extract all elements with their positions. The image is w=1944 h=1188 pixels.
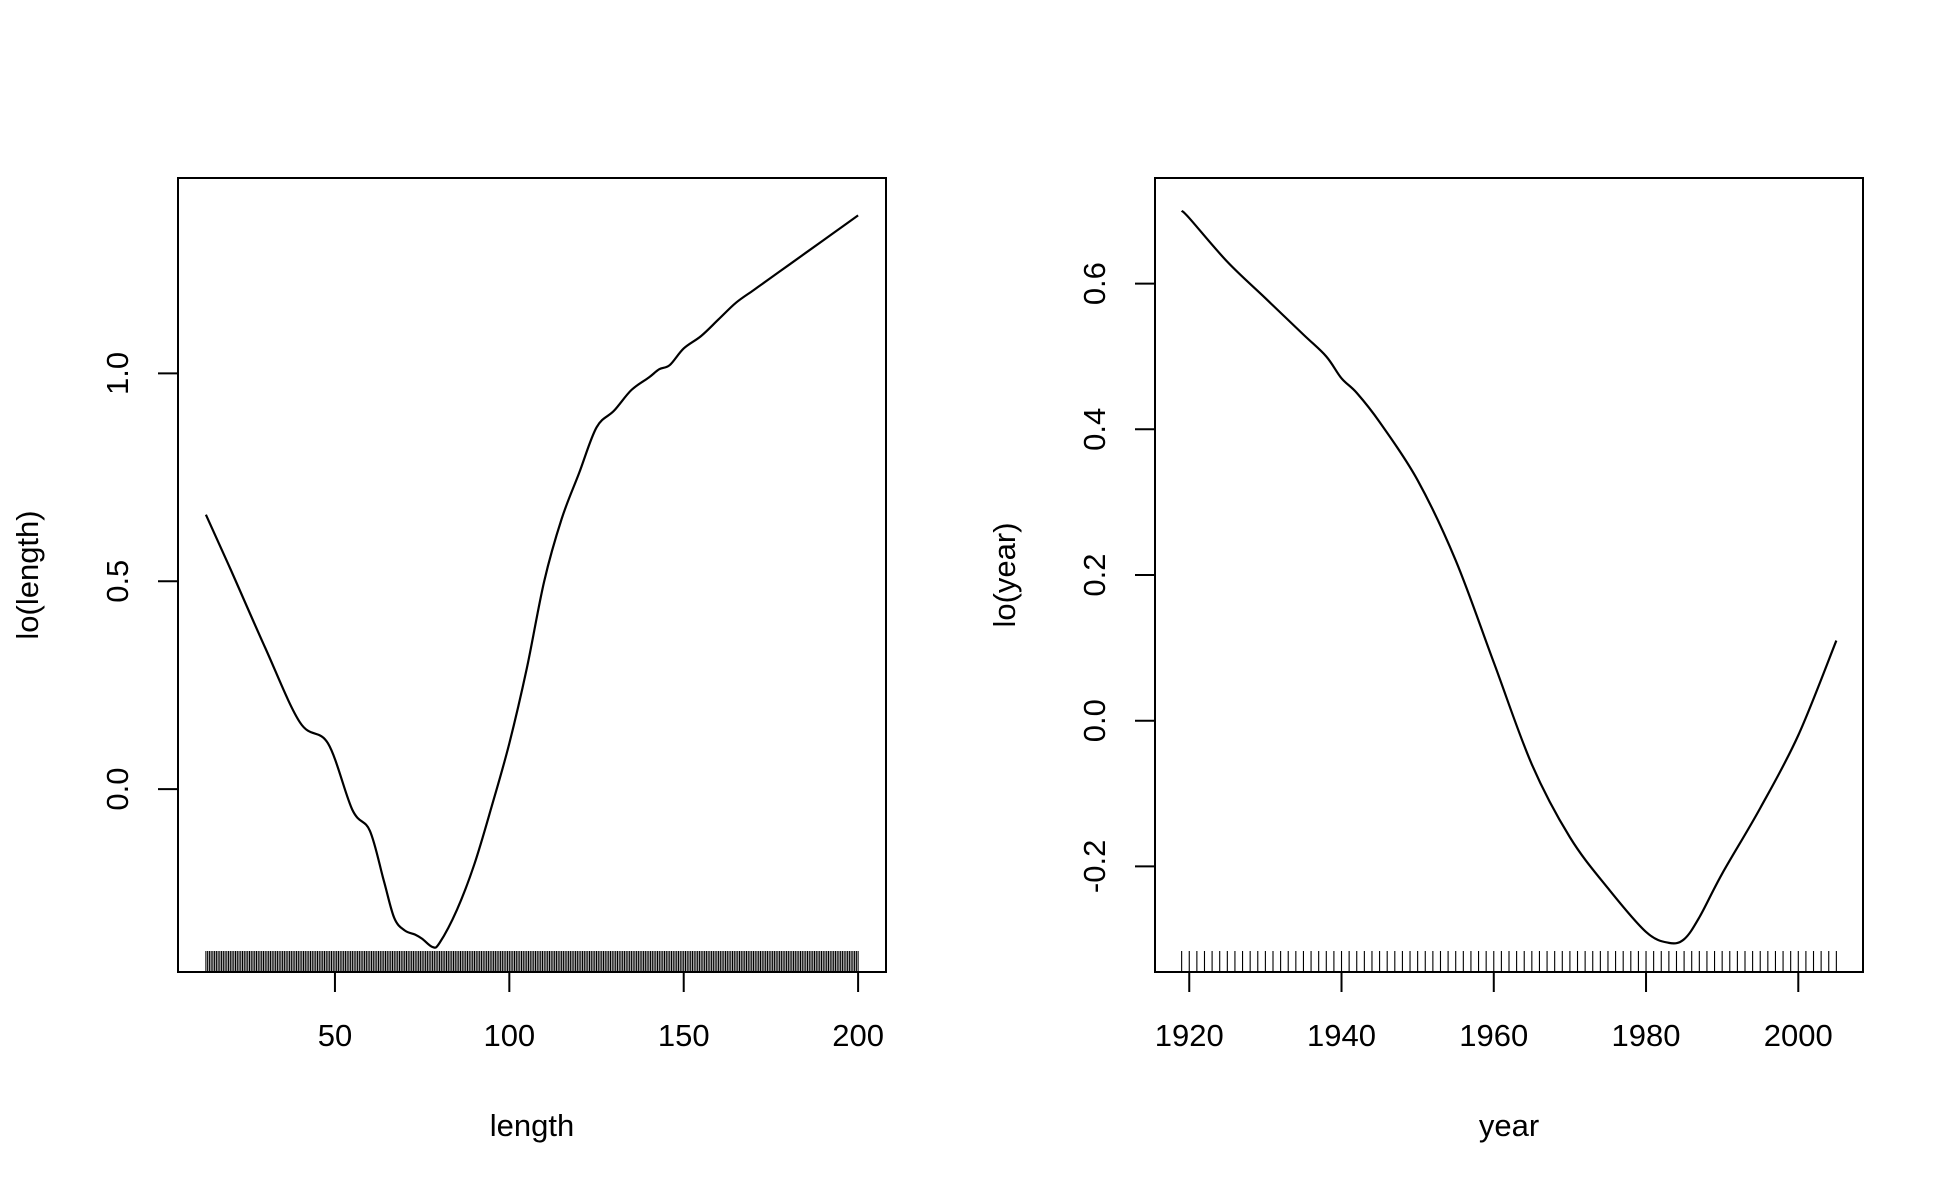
- x-tick-label: 1960: [1459, 1018, 1528, 1053]
- panel-year: 1920 1940 1960 1980 2000 -0.2 0.0 0.2 0.4 0.6 ye…: [987, 177, 1864, 1143]
- rug-marks: [205, 951, 859, 972]
- rug-marks: [1181, 951, 1837, 972]
- y-axis-label: lo(length): [10, 510, 45, 639]
- x-tick-label: 2000: [1764, 1018, 1833, 1053]
- smooth-curve: [1180, 209, 1838, 945]
- y-tick-label: 0.0: [100, 768, 135, 811]
- y-tick-label: 0.6: [1077, 262, 1112, 305]
- y-tick-label: -0.2: [1077, 840, 1112, 893]
- x-tick-label: 1920: [1155, 1018, 1224, 1053]
- x-axis-label: year: [1479, 1108, 1539, 1143]
- x-tick-label: 150: [658, 1018, 710, 1053]
- y-tick-label: 0.2: [1077, 553, 1112, 596]
- x-tick-label: 1940: [1307, 1018, 1376, 1053]
- x-tick-label: 1980: [1612, 1018, 1681, 1053]
- y-axis-label: lo(year): [987, 522, 1022, 627]
- smooth-curve: [204, 214, 859, 949]
- y-tick-label: 0.0: [1077, 699, 1112, 742]
- y-tick-label: 0.5: [100, 560, 135, 603]
- y-ticks: -0.2 0.0 0.2 0.4 0.6: [1077, 262, 1155, 893]
- y-tick-label: 0.4: [1077, 408, 1112, 451]
- panel-length: 50 100 150 200 0.0 0.5 1.0 length lo(length): [10, 177, 887, 1143]
- x-tick-label: 100: [483, 1018, 535, 1053]
- y-tick-label: 1.0: [100, 352, 135, 395]
- x-ticks: 1920 1940 1960 1980 2000: [1155, 972, 1833, 1053]
- y-ticks: 0.0 0.5 1.0: [100, 352, 178, 811]
- x-ticks: 50 100 150 200: [318, 972, 884, 1053]
- x-axis-label: length: [490, 1108, 574, 1143]
- x-tick-label: 50: [318, 1018, 352, 1053]
- x-tick-label: 200: [832, 1018, 884, 1053]
